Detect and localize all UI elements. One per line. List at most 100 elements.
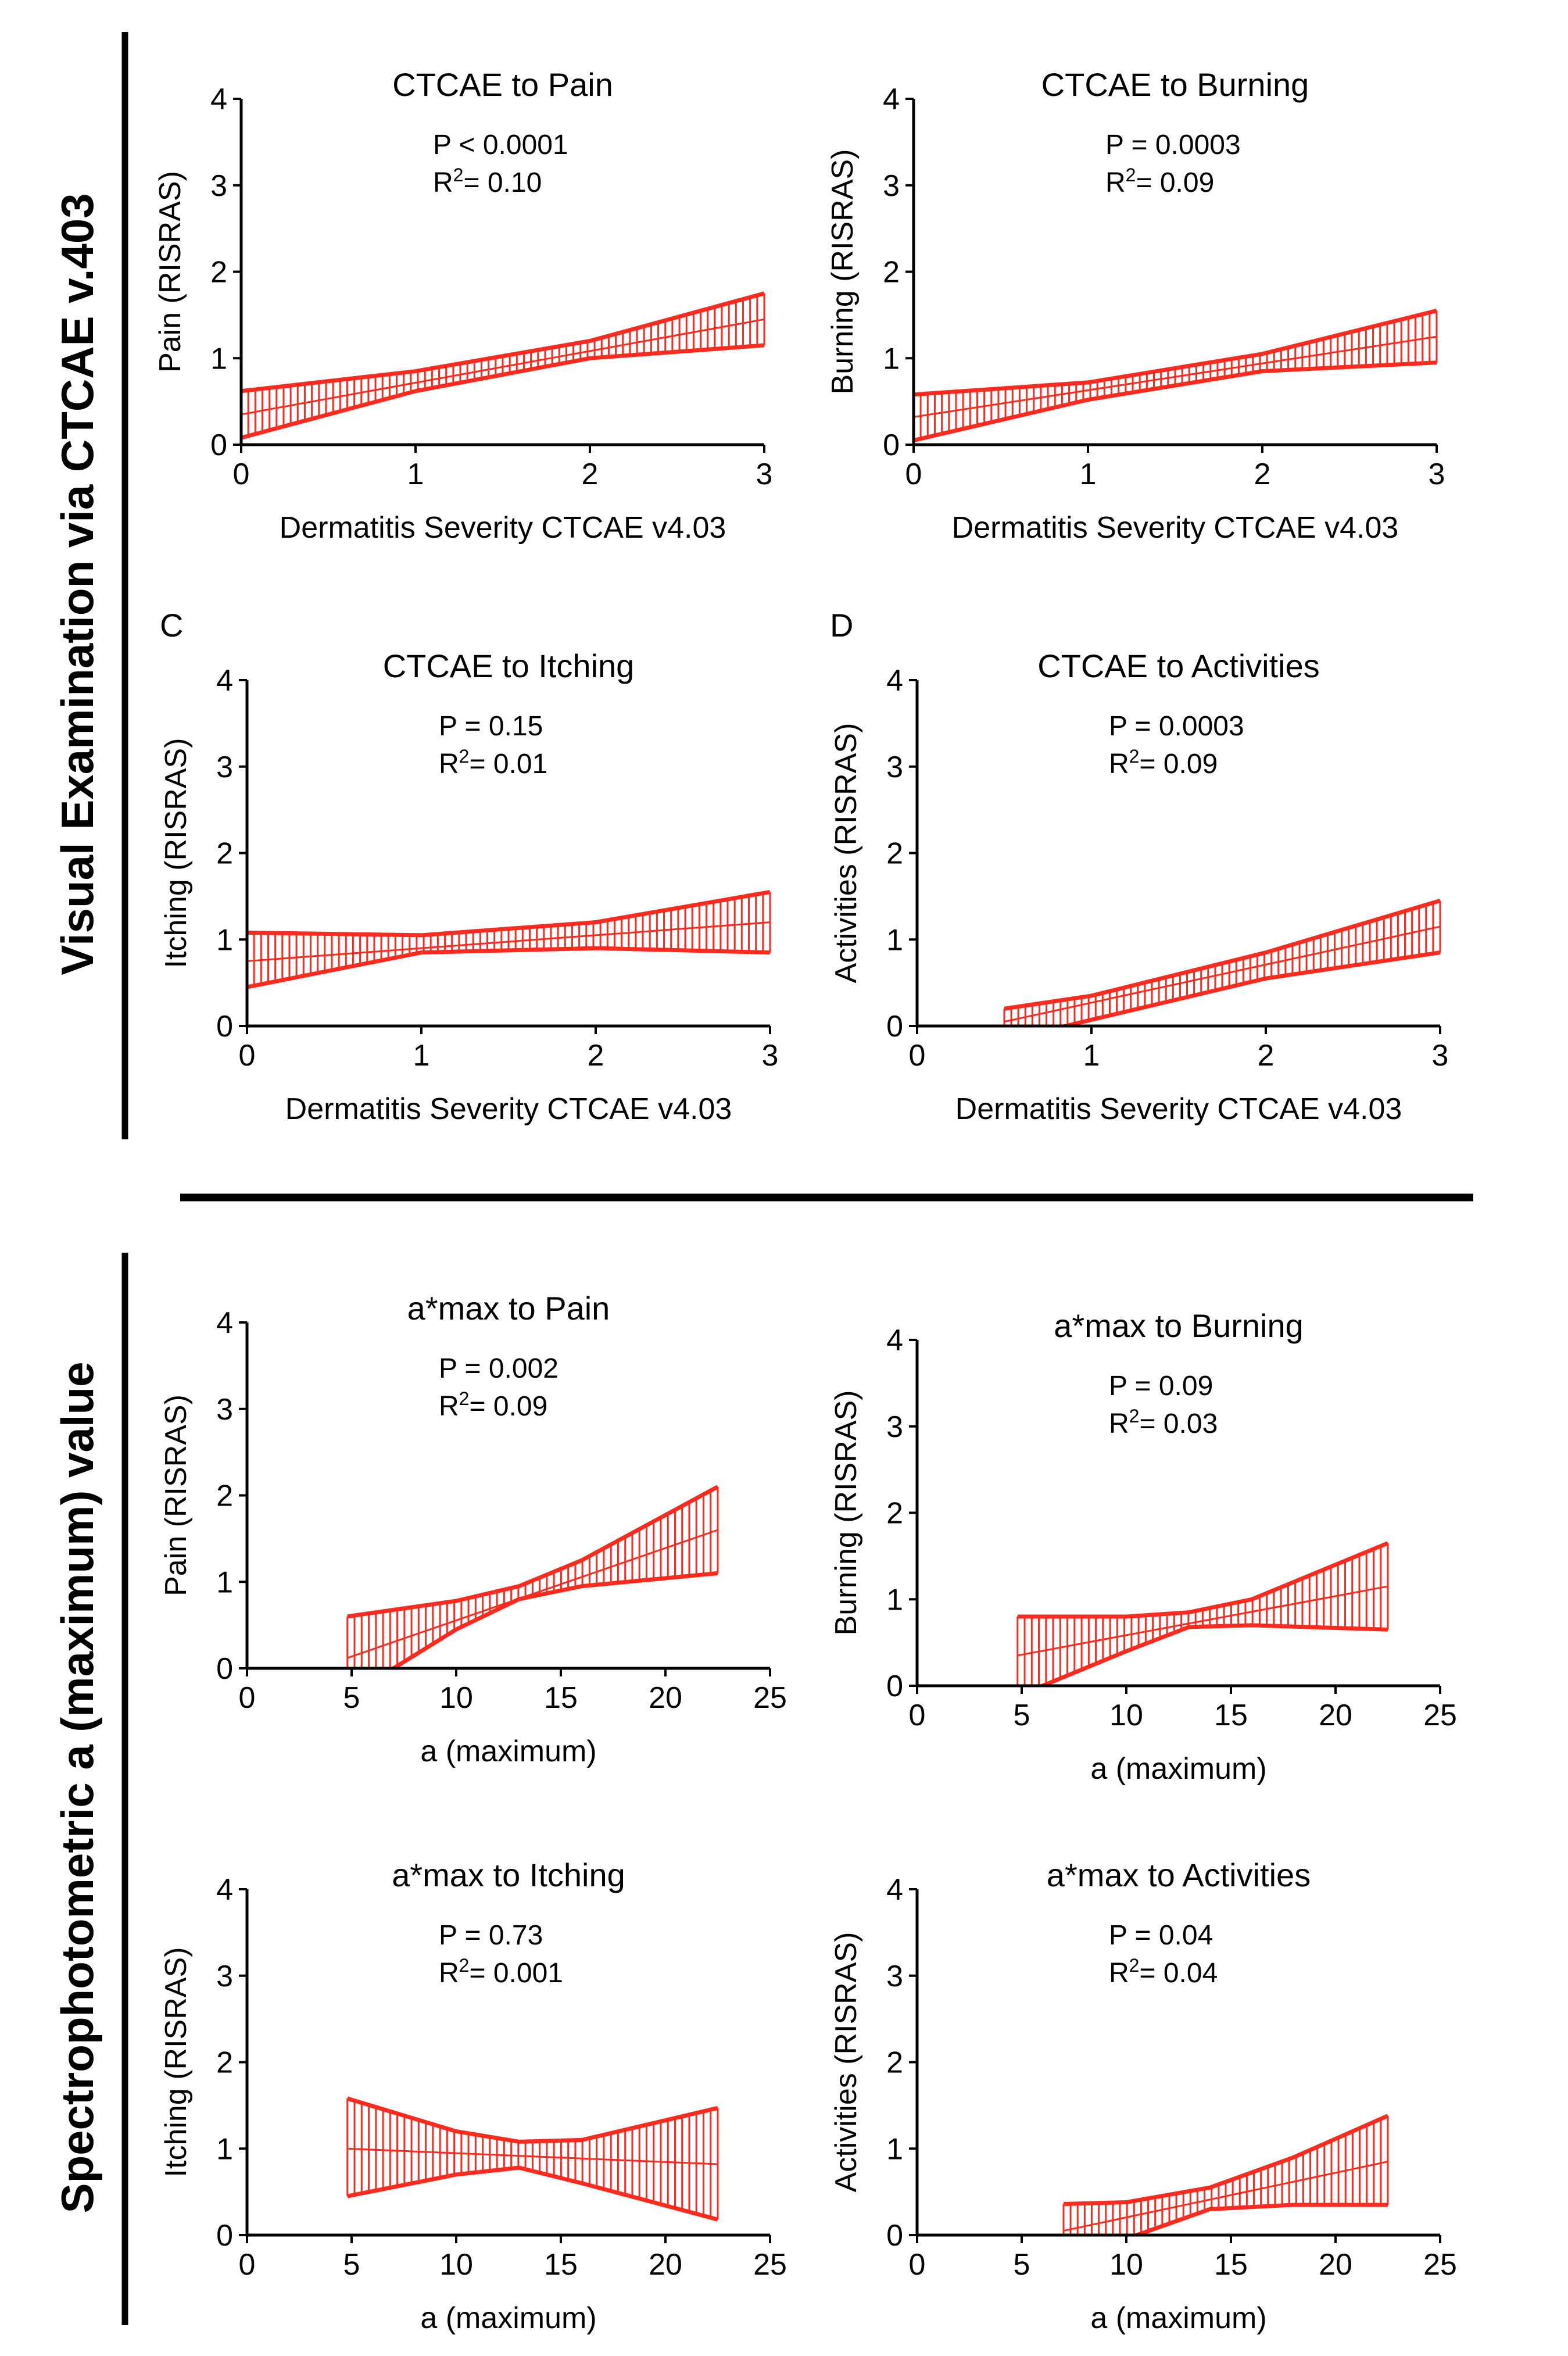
x-tick-label: 0 xyxy=(239,2248,256,2282)
y-axis-label: Burning (RISRAS) xyxy=(829,1390,863,1636)
x-tick-label: 2 xyxy=(588,1039,604,1072)
ci-upper-line xyxy=(1004,898,1441,1011)
y-tick-label: 1 xyxy=(216,1565,233,1599)
fit-line xyxy=(913,335,1437,418)
fit-line xyxy=(347,1529,718,1659)
y-tick-label: 2 xyxy=(216,837,233,871)
panel-letter: C xyxy=(160,607,183,643)
y-tick-label: 2 xyxy=(210,256,227,289)
x-tick-label: 2 xyxy=(1258,1039,1275,1072)
plot-area xyxy=(246,889,771,989)
r-squared: R2= 0.01 xyxy=(439,746,547,780)
fit-line xyxy=(241,318,765,416)
r-squared: R2= 0.10 xyxy=(433,165,542,198)
y-tick-label: 3 xyxy=(886,1960,903,1993)
x-tick-label: 25 xyxy=(1423,1699,1457,1732)
chart-title: a*max to Pain xyxy=(407,1290,610,1327)
x-tick-label: 10 xyxy=(439,2248,473,2282)
chart-g: 0 5 10 15 20 25 0 1 2 3 4 a*max to Itching P = 0.73 R… xyxy=(159,1857,787,2335)
y-tick-label: 0 xyxy=(883,428,900,462)
y-tick-label: 1 xyxy=(216,923,233,957)
y-tick-label: 2 xyxy=(216,2046,233,2080)
plot-area xyxy=(1016,1541,1389,1687)
plot-area xyxy=(346,1485,719,1669)
y-tick-label: 3 xyxy=(216,1393,233,1427)
x-tick-label: 5 xyxy=(343,2248,360,2282)
x-tick-label: 1 xyxy=(413,1039,430,1072)
y-tick-label: 0 xyxy=(886,2219,903,2253)
y-tick-label: 0 xyxy=(216,1010,233,1043)
y-tick-label: 3 xyxy=(216,750,233,784)
x-tick-label: 0 xyxy=(233,457,250,491)
y-tick-label: 3 xyxy=(886,1410,903,1444)
chart-d: 0 1 2 3 0 1 2 3 4 CTCAE to Activities P = 0.0003 R2… xyxy=(829,607,1448,1126)
y-tick-label: 1 xyxy=(886,923,903,957)
y-tick-label: 4 xyxy=(886,664,903,698)
y-tick-label: 0 xyxy=(216,2219,233,2253)
chart-title: a*max to Itching xyxy=(392,1857,625,1893)
p-value: P = 0.09 xyxy=(1109,1371,1213,1402)
y-tick-label: 0 xyxy=(886,1669,903,1703)
r-squared: R2= 0.04 xyxy=(1109,1955,1218,1989)
x-axis-label: a (maximum) xyxy=(420,1735,596,1768)
x-axis-label: a (maximum) xyxy=(420,2301,596,2335)
y-axis-label: Activities (RISRAS) xyxy=(829,1932,863,2193)
x-tick-label: 5 xyxy=(343,1681,360,1715)
fit-line xyxy=(1017,1585,1388,1657)
x-tick-label: 1 xyxy=(1083,1039,1100,1072)
y-tick-label: 4 xyxy=(883,83,900,116)
r-squared: R2= 0.09 xyxy=(1105,165,1214,198)
ci-lower-line xyxy=(1129,2203,1388,2236)
p-value: P < 0.0001 xyxy=(433,130,568,160)
fit-line xyxy=(347,2147,718,2165)
x-tick-label: 5 xyxy=(1014,1699,1030,1732)
y-tick-label: 2 xyxy=(886,837,903,871)
ci-lower-line xyxy=(1033,1623,1388,1687)
y-tick-label: 0 xyxy=(210,428,227,462)
p-value: P = 0.15 xyxy=(439,711,543,742)
ci-lower-line xyxy=(347,2165,718,2222)
p-value: P = 0.0003 xyxy=(1105,130,1241,160)
y-tick-label: 0 xyxy=(216,1652,233,1686)
y-tick-label: 4 xyxy=(216,1306,233,1340)
fit-line xyxy=(1004,925,1441,1023)
x-tick-label: 0 xyxy=(909,1699,926,1732)
fit-line xyxy=(1063,2161,1388,2232)
x-tick-label: 25 xyxy=(753,2248,787,2282)
x-axis-label: a (maximum) xyxy=(1090,1752,1266,1786)
p-value: P = 0.73 xyxy=(439,1920,543,1951)
r-squared: R2= 0.001 xyxy=(439,1955,563,1989)
x-tick-label: 0 xyxy=(909,2248,926,2282)
chart-e: 0 5 10 15 20 25 0 1 2 3 4 a*max to Pain P = 0.002 R2=… xyxy=(159,1290,787,1768)
y-tick-label: 4 xyxy=(210,83,227,116)
p-value: P = 0.04 xyxy=(1109,1920,1213,1951)
plot-area xyxy=(240,291,765,440)
y-axis-label: Pain (RISRAS) xyxy=(153,171,187,373)
y-tick-label: 1 xyxy=(886,2132,903,2166)
r-squared: R2= 0.09 xyxy=(439,1388,547,1422)
y-tick-label: 1 xyxy=(216,2132,233,2166)
plot-area xyxy=(1062,2114,1389,2236)
y-axis-label: Burning (RISRAS) xyxy=(826,149,860,395)
x-tick-label: 0 xyxy=(239,1039,256,1072)
chart-title: CTCAE to Activities xyxy=(1037,648,1319,684)
x-tick-label: 20 xyxy=(1319,2248,1352,2282)
x-tick-label: 15 xyxy=(1214,1699,1248,1732)
x-tick-label: 20 xyxy=(649,2248,682,2282)
section-top-label: Visual Examination via CTCAE v.403 xyxy=(52,193,103,975)
ci-upper-line xyxy=(246,889,771,938)
chart-title: CTCAE to Pain xyxy=(392,66,613,103)
ci-upper-line xyxy=(913,309,1437,397)
x-tick-label: 3 xyxy=(1429,457,1445,491)
x-axis-label: Dermatitis Severity CTCAE v4.03 xyxy=(285,1092,732,1126)
chart-f: 0 5 10 15 20 25 0 1 2 3 4 a*max to Burning P = 0.09 R… xyxy=(829,1307,1457,1786)
x-tick-label: 0 xyxy=(905,457,922,491)
y-tick-label: 2 xyxy=(886,1497,903,1531)
x-tick-label: 2 xyxy=(1254,457,1271,491)
x-axis-label: a (maximum) xyxy=(1090,2301,1266,2335)
y-tick-label: 4 xyxy=(216,1873,233,1907)
x-axis-label: Dermatitis Severity CTCAE v4.03 xyxy=(952,511,1399,545)
chart-title: a*max to Burning xyxy=(1054,1307,1304,1344)
y-axis-label: Pain (RISRAS) xyxy=(159,1395,193,1596)
panel-letter: D xyxy=(830,607,853,643)
